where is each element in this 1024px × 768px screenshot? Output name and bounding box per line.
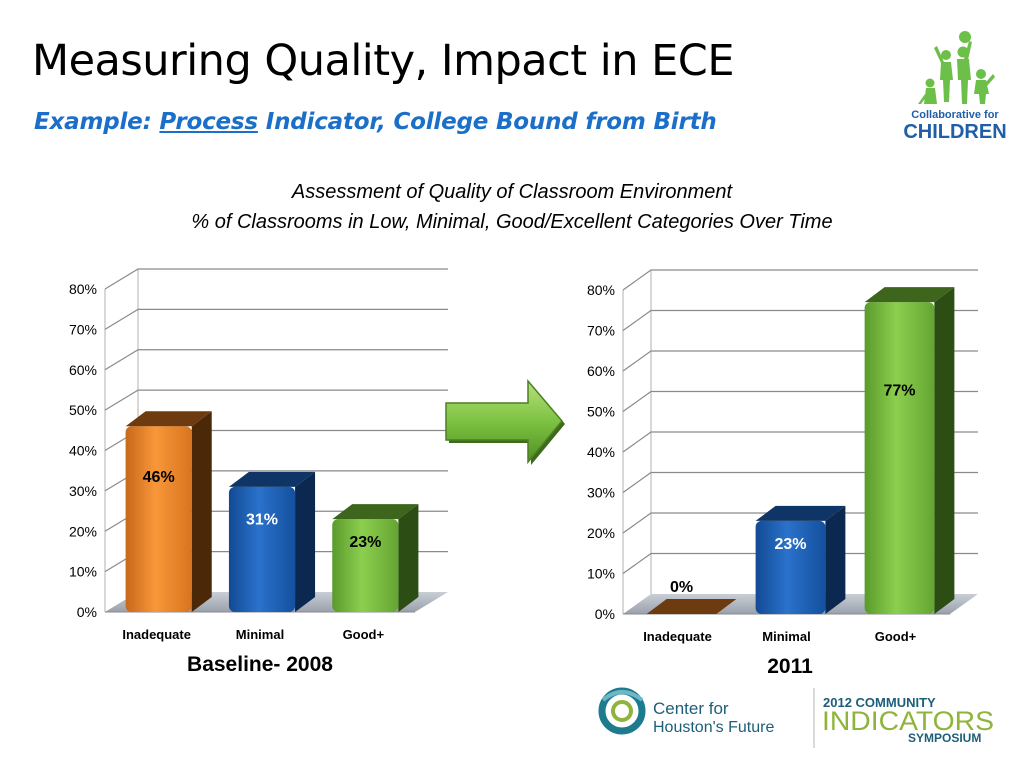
bar-front-face xyxy=(755,520,826,614)
bar-top-face xyxy=(125,411,212,427)
y-tick-label: 20% xyxy=(69,523,97,539)
chart-2011: 0% 10% 20% 30% 40% 50% 60% 70% 80% 0% Inadequate 23… xyxy=(587,269,978,678)
subtitle-underlined: Process xyxy=(159,109,258,135)
y-tick-label: 70% xyxy=(587,323,615,339)
data-label: 31% xyxy=(246,511,278,528)
bar-good xyxy=(332,504,419,612)
logo-collaborative-line1: Collaborative for xyxy=(911,109,999,121)
y-tick-label: 30% xyxy=(587,485,615,501)
bar-front-face xyxy=(332,519,399,612)
bar-top-face xyxy=(864,287,955,303)
y-tick-label: 0% xyxy=(595,606,615,622)
y-tick-label: 0% xyxy=(77,604,97,620)
data-label: 0% xyxy=(670,579,693,596)
x-category-label: Inadequate xyxy=(122,627,191,642)
bar-side-face xyxy=(398,504,419,612)
y-tick-label: 30% xyxy=(69,483,97,499)
logo-center-line2: Houston's Future xyxy=(653,719,774,736)
data-label: 23% xyxy=(349,534,381,551)
gridline xyxy=(104,268,448,290)
y-tick-label: 10% xyxy=(587,566,615,582)
slide-subtitle: Example: Process Indicator, College Boun… xyxy=(34,109,717,135)
bar-top-face xyxy=(332,504,419,520)
bar-good xyxy=(864,287,955,614)
y-tick-label: 20% xyxy=(587,525,615,541)
bar-side-face xyxy=(295,471,316,612)
y-tick-label: 80% xyxy=(587,282,615,298)
x-category-label: Minimal xyxy=(762,629,810,644)
y-tick-label: 40% xyxy=(587,444,615,460)
logo-symposium-line3: SYMPOSIUM xyxy=(908,731,981,745)
arrow-right-icon xyxy=(445,378,565,465)
data-label: 77% xyxy=(883,383,915,400)
bar-side-face xyxy=(934,287,955,614)
bar-top-face xyxy=(755,505,846,521)
x-category-label: Good+ xyxy=(875,629,917,644)
y-tick-label: 40% xyxy=(69,443,97,459)
x-category-label: Minimal xyxy=(236,627,284,642)
bar-minimal xyxy=(755,505,846,614)
data-label: 46% xyxy=(143,469,175,486)
bar-front-face xyxy=(864,302,935,614)
logo-collaborative-line2: CHILDREN xyxy=(903,121,1006,143)
x-category-label: Inadequate xyxy=(643,629,712,644)
gridline xyxy=(104,389,448,411)
y-tick-label: 50% xyxy=(587,404,615,420)
bar-side-face xyxy=(191,411,212,612)
y-tick-label: 10% xyxy=(69,564,97,580)
y-tick-label: 80% xyxy=(69,281,97,297)
logo-symposium-line1: 2012 COMMUNITY xyxy=(823,695,936,710)
data-label: 23% xyxy=(774,536,806,553)
bar-inadequate xyxy=(125,411,212,612)
bar-minimal xyxy=(228,471,316,612)
gridline xyxy=(104,308,448,330)
slide-title: Measuring Quality, Impact in ECE xyxy=(32,36,735,86)
y-tick-label: 60% xyxy=(587,363,615,379)
y-tick-label: 60% xyxy=(69,362,97,378)
bar-front-face xyxy=(125,426,192,612)
logo-center-line1: Center for xyxy=(653,699,729,718)
chart-heading-line1: Assessment of Quality of Classroom Envir… xyxy=(291,181,733,203)
x-category-label: Good+ xyxy=(343,627,385,642)
logo-ball-icon xyxy=(959,31,971,43)
bar-top-face xyxy=(646,599,737,614)
y-tick-label: 50% xyxy=(69,402,97,418)
chart-heading-line2: % of Classrooms in Low, Minimal, Good/Ex… xyxy=(191,211,833,233)
bar-side-face xyxy=(825,505,846,614)
gridline xyxy=(622,269,978,291)
chart-baseline-2008: 0% 10% 20% 30% 40% 50% 60% 70% 80% 46% Inadequate 3… xyxy=(69,268,448,676)
y-tick-label: 70% xyxy=(69,321,97,337)
center-for-houstons-future-logo: Center for Houston's Future xyxy=(598,687,774,736)
subtitle-suffix: Indicator, College Bound from Birth xyxy=(257,109,717,135)
chart-caption: 2011 xyxy=(767,655,813,678)
bar-front-face xyxy=(228,486,296,612)
bar-top-face xyxy=(228,471,316,487)
community-indicators-symposium-logo: 2012 COMMUNITY INDICATORS SYMPOSIUM xyxy=(822,695,994,745)
logo-children-figures-icon xyxy=(918,41,995,104)
logo-symposium-line2: INDICATORS xyxy=(822,706,994,736)
bar-inadequate xyxy=(646,599,737,614)
gridline xyxy=(104,349,448,371)
collaborative-for-children-logo: Collaborative for CHILDREN xyxy=(903,31,1007,143)
subtitle-prefix: Example: xyxy=(34,109,160,135)
chart-caption: Baseline- 2008 xyxy=(187,653,333,676)
